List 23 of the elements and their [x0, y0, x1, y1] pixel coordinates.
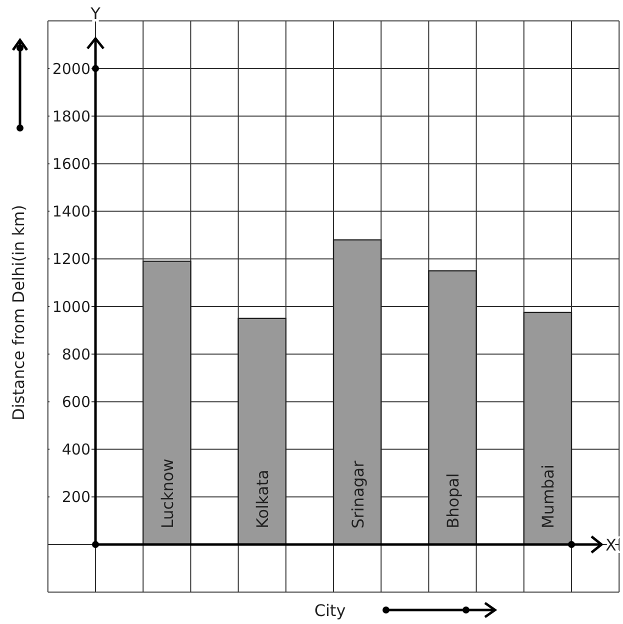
- bar: [332, 239, 382, 546]
- x-tick-label: Srinagar: [348, 460, 368, 528]
- text: Y: [90, 4, 101, 23]
- x-tick-label: Bhopal: [444, 473, 462, 528]
- y-tick-label: 200: [62, 488, 90, 506]
- y-axis-title: Distance from Delhi(in km): [9, 204, 28, 420]
- x-tick-label: Lucknow: [158, 458, 177, 528]
- y-tick-label: 800: [62, 345, 90, 364]
- bar: [428, 270, 477, 546]
- bar: [142, 260, 192, 546]
- y-tick-label: 2000: [52, 60, 90, 78]
- bar: [238, 318, 286, 546]
- y-tick-label: 1600: [52, 154, 90, 173]
- bar: [523, 312, 572, 546]
- y-tick-label: 1800: [52, 107, 90, 126]
- x-tick-label: Mumbai: [538, 464, 558, 528]
- y-tick-label: 400: [62, 440, 90, 459]
- y-tick-label: 1400: [52, 202, 90, 221]
- y-tick-label: 600: [62, 392, 90, 411]
- x-tick-label: Kolkata: [253, 470, 272, 528]
- x-axis-title: City: [314, 601, 346, 620]
- y-tick-label: 1000: [52, 298, 90, 316]
- y-tick-label: 1200: [52, 250, 90, 268]
